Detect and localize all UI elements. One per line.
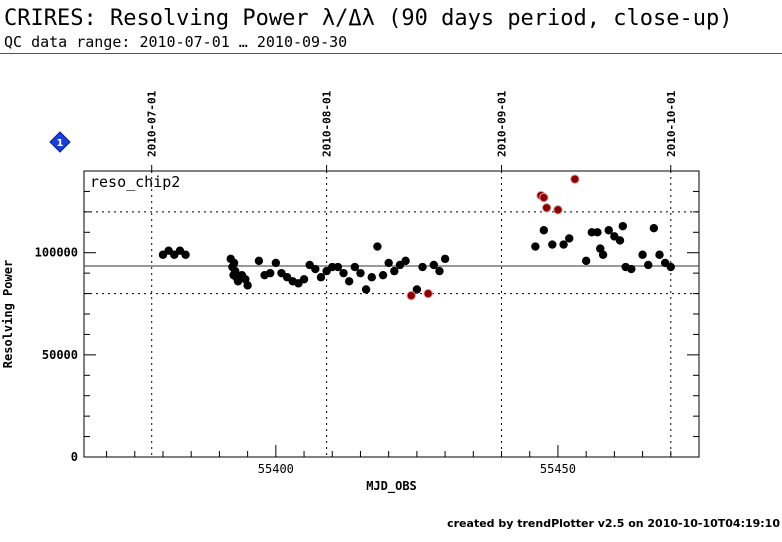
data-point [531,242,540,251]
data-point [593,228,602,237]
outlier-point [539,192,549,203]
plot-frame-group [83,170,700,458]
data-point [311,264,320,274]
x-tick-label: 55400 [258,462,294,476]
panel-label: reso_chip2 [90,173,180,191]
points-layer [158,174,675,301]
data-point [384,258,393,268]
header-rule [0,53,782,54]
chart-title: CRIRES: Resolving Power λ/Δλ (90 days pe… [4,6,733,31]
data-point [344,277,354,286]
data-point [233,277,243,286]
data-point [581,256,591,266]
date-marker-label: 2010-07-01 [146,90,159,157]
data-point [418,262,427,272]
data-point [401,256,410,266]
data-point [361,285,371,294]
data-point [666,262,675,272]
marker-diamond-label: 1 [57,138,64,149]
data-point [356,268,365,278]
data-point [350,262,360,272]
data-point [181,250,190,259]
y-tick-label: 100000 [35,246,78,260]
data-point [339,268,348,278]
data-point [254,256,264,266]
data-point [373,242,382,251]
data-point [655,250,664,259]
y-axis-label: Resolving Power [1,260,15,368]
grid-layer [84,171,699,457]
x-tick-label: 55450 [540,462,576,476]
data-point [435,266,444,276]
data-point [390,266,399,276]
plot-frame [83,170,700,458]
data-point [440,254,450,264]
outlier-point [423,288,433,299]
scatter-chart: 2010-07-01 2010-08-01 2010-09-01 2010-10-01… [1,90,700,494]
data-point [539,226,549,235]
data-point [316,273,326,282]
x-axis-label: MJD_OBS [366,479,417,494]
data-point [271,258,281,268]
date-marker-label: 2010-09-01 [496,90,509,157]
credit-line: created by trendPlotter v2.5 on 2010-10-… [447,517,780,530]
data-point [299,275,309,284]
data-point [615,236,625,245]
data-point [638,250,647,259]
date-marker-label: 2010-10-01 [665,90,678,157]
marker-diamond-icon [49,131,71,153]
data-point [367,273,376,282]
data-point [333,262,343,272]
data-point [559,240,568,249]
data-point [429,260,439,270]
chart-subtitle: QC data range: 2010-07-01 … 2010-09-30 [4,33,348,51]
data-point [548,240,557,249]
data-point [243,281,252,290]
labels-layer: 2010-07-01 2010-08-01 2010-09-01 2010-10-01… [1,90,678,494]
data-point [604,226,613,235]
data-point [265,268,275,278]
outlier-point [553,205,563,215]
data-point [618,221,628,231]
data-point [412,285,422,294]
outlier-point [570,174,580,184]
data-point [627,264,636,274]
data-point [644,260,653,270]
y-tick-label: 0 [71,450,78,464]
ticks-layer [84,165,700,458]
data-point [378,270,388,280]
data-point [649,224,659,233]
y-tick-label: 50000 [42,348,78,362]
outlier-point [406,290,416,301]
outlier-point [541,203,552,213]
data-point [598,250,608,259]
date-marker-label: 2010-08-01 [321,90,334,157]
data-point [565,234,574,243]
